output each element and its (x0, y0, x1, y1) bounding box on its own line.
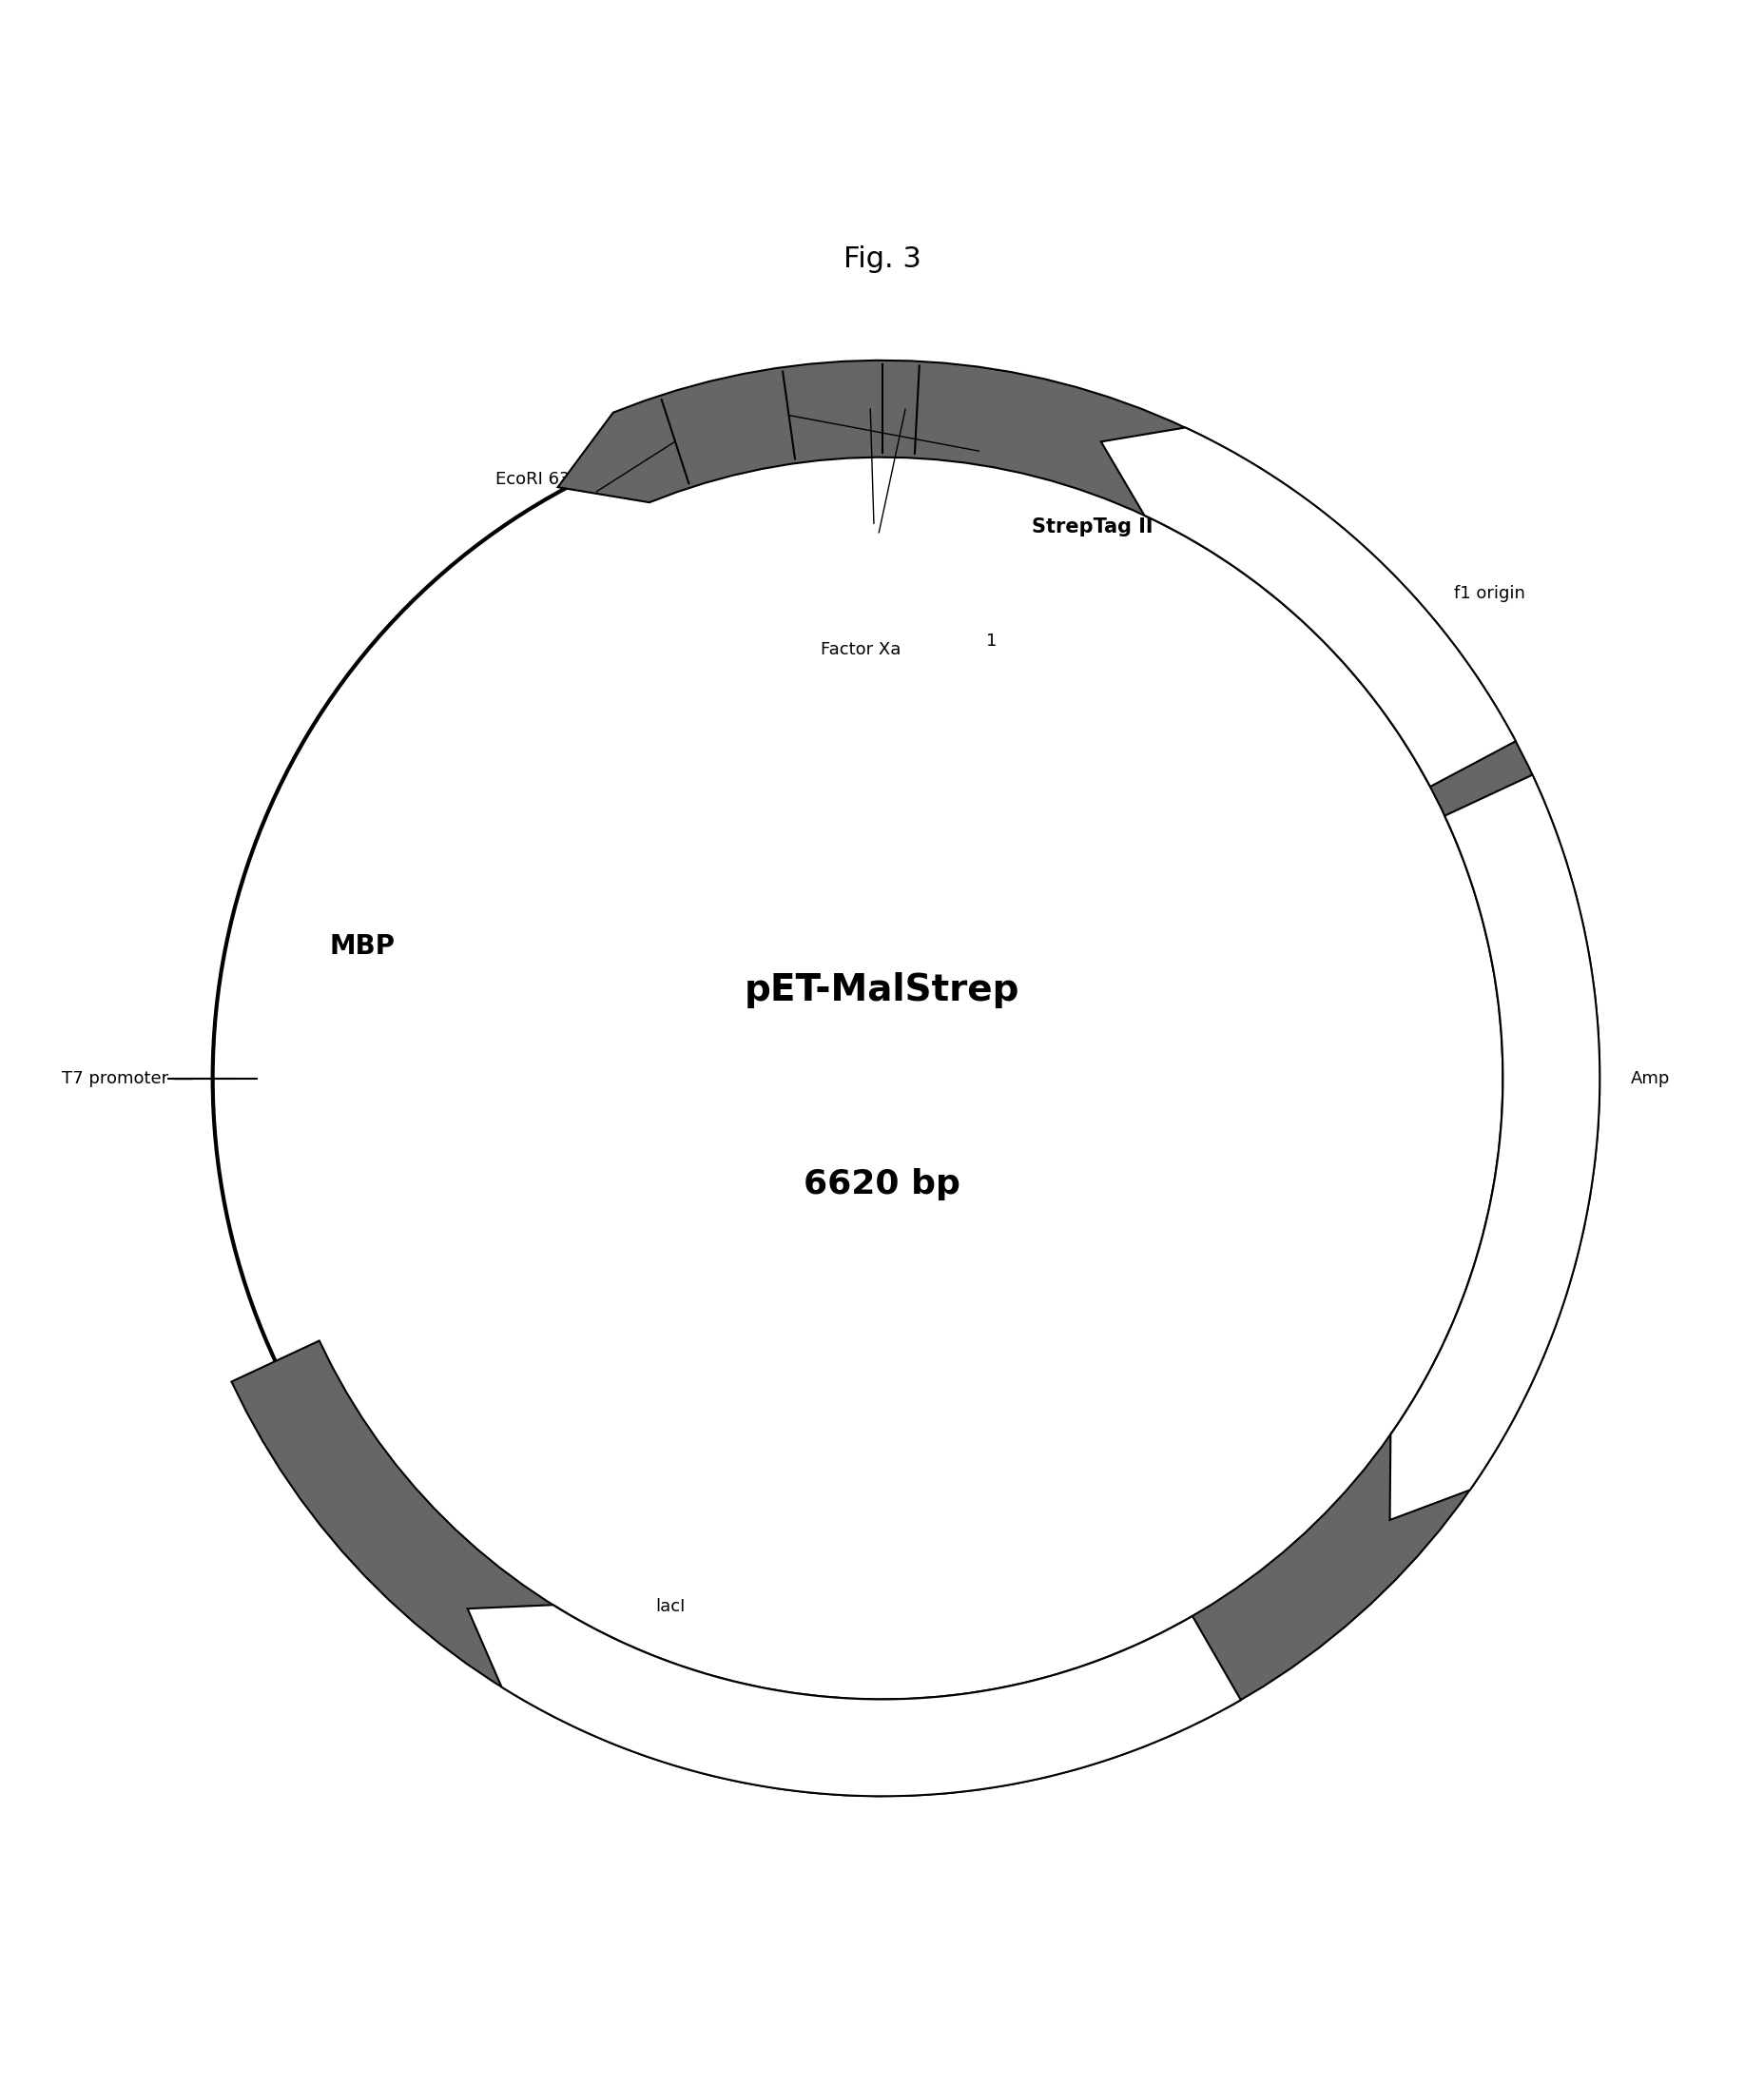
Text: T7 promoter: T7 promoter (62, 1070, 169, 1087)
Text: Amp: Amp (1630, 1070, 1671, 1087)
Text: MBP: MBP (330, 932, 395, 960)
Text: StrepTag II: StrepTag II (1032, 517, 1154, 536)
Text: 6620 bp: 6620 bp (804, 1168, 960, 1199)
Polygon shape (1101, 428, 1515, 786)
Text: f1 origin: f1 origin (1455, 586, 1526, 603)
Text: Factor Xa: Factor Xa (820, 640, 901, 659)
Polygon shape (231, 361, 1600, 1796)
Polygon shape (1390, 774, 1600, 1521)
Polygon shape (467, 1604, 1240, 1796)
Text: HindIII 6407: HindIII 6407 (979, 430, 1081, 448)
Text: Fig. 3: Fig. 3 (843, 246, 921, 273)
Text: EcoRI 6376: EcoRI 6376 (496, 471, 591, 488)
Text: 1: 1 (986, 632, 997, 649)
Text: lacI: lacI (656, 1598, 686, 1615)
Text: pET-MalStrep: pET-MalStrep (744, 972, 1020, 1008)
